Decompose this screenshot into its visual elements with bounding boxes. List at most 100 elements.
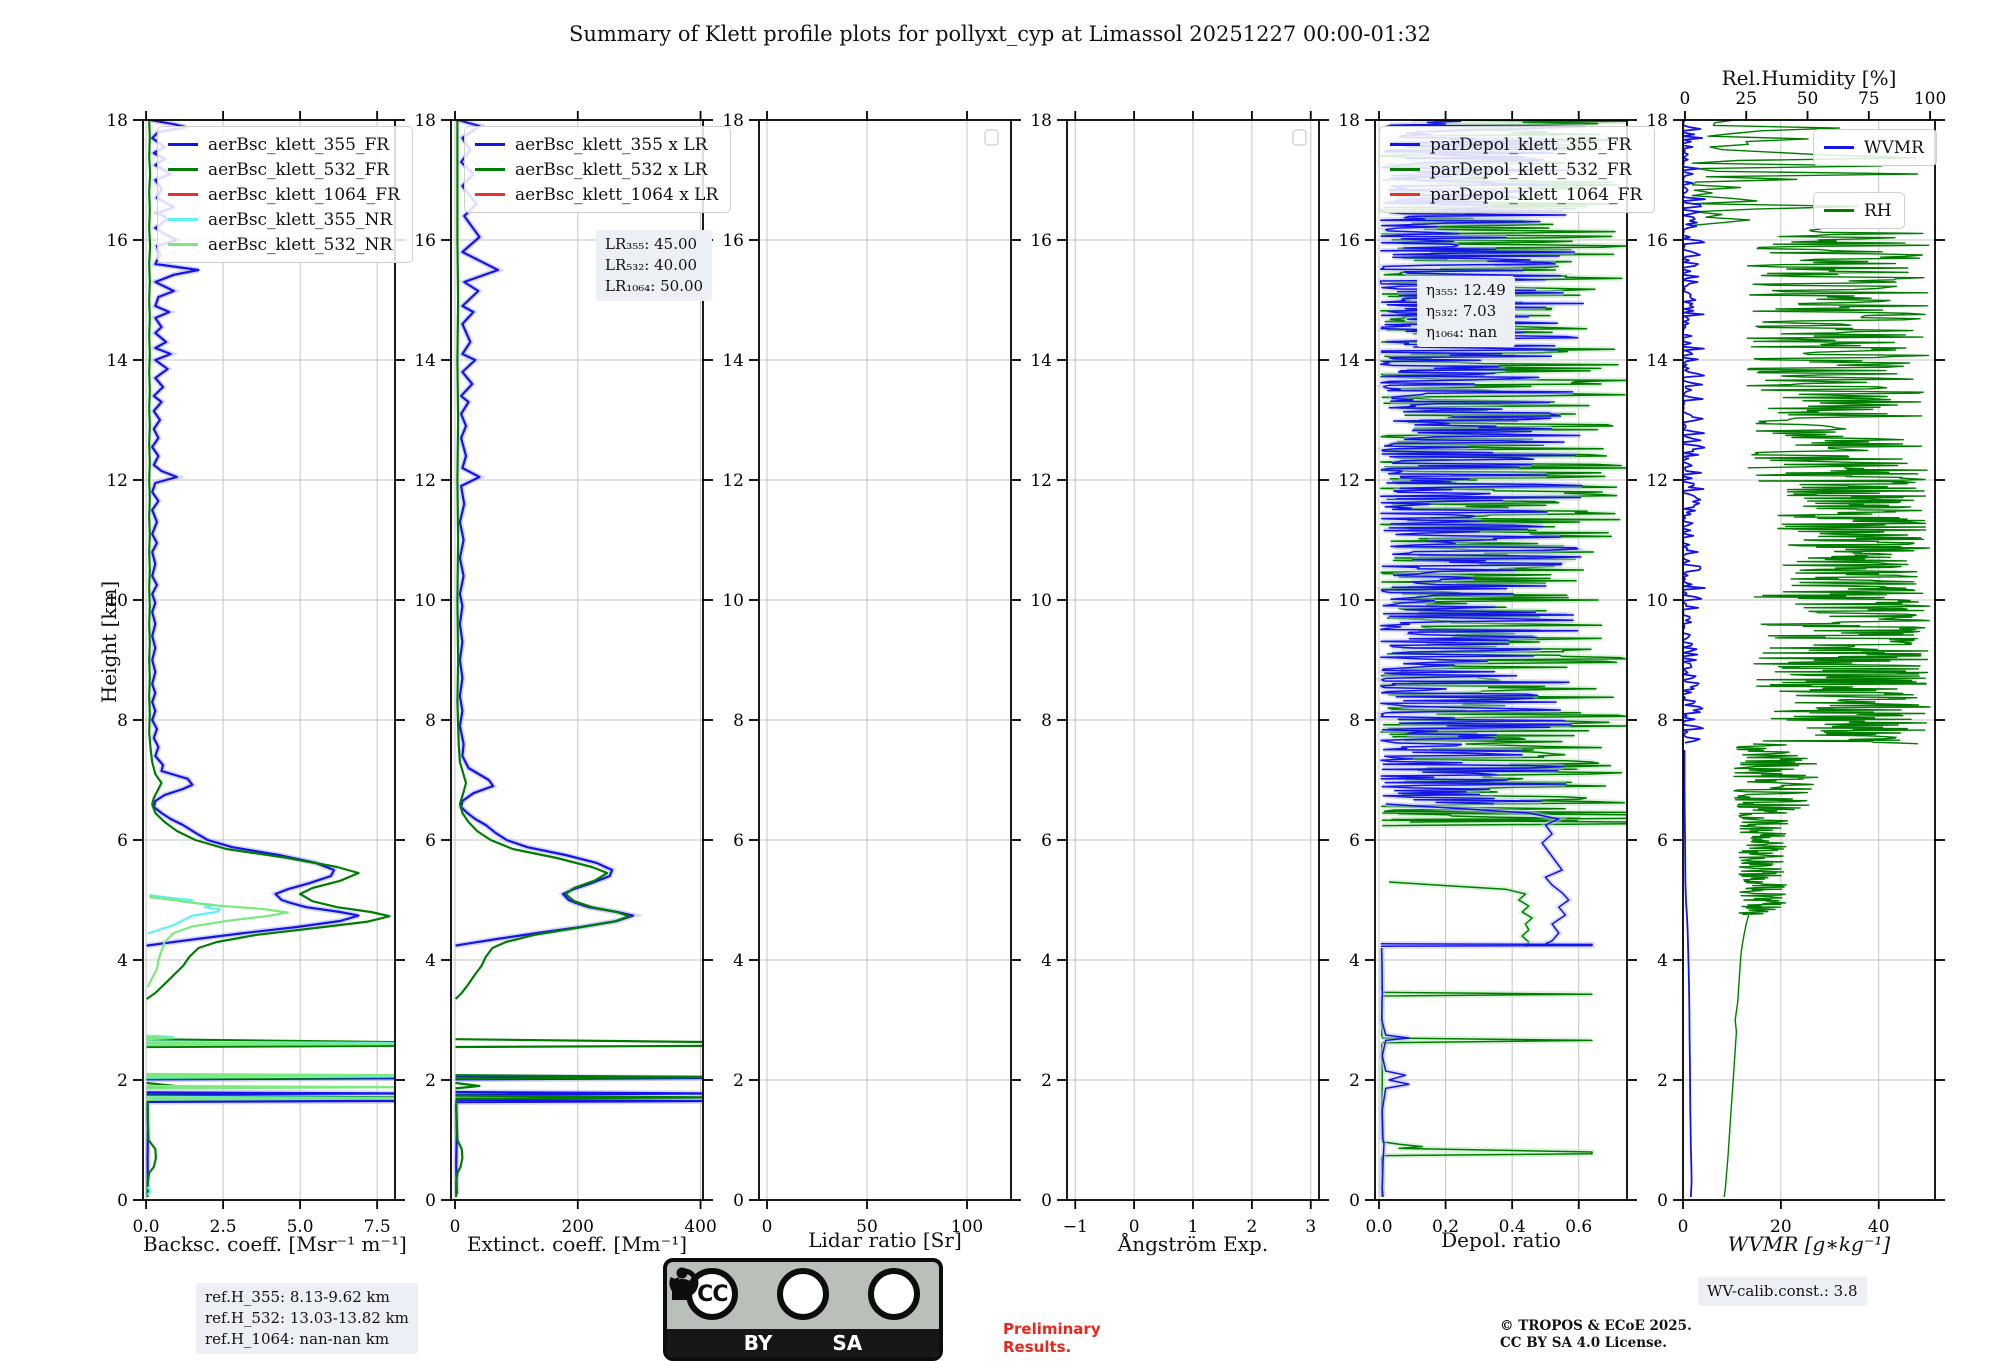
ytick-label: 10 [1338,591,1360,611]
ytick-label: 4 [733,951,744,971]
ytick-label: 18 [1030,111,1052,131]
ytick-label: 10 [414,591,436,611]
ytick-label: 8 [1349,711,1360,731]
legend-item: aerBsc_klett_532 x LR [475,157,718,182]
top-xtick-label: 25 [1735,89,1757,109]
copyright-line2: CC BY SA 4.0 License. [1500,1335,1692,1352]
series-RH [1747,228,1929,468]
ytick-label: 14 [1646,351,1668,371]
legend-item: aerBsc_klett_532_NR [168,232,400,257]
ytick-label: 2 [425,1071,436,1091]
xlabel-wvmr: WVMR [g∗kg⁻¹] [1683,1232,1935,1256]
cc-by-sa-badge: CC BY SA [663,1258,943,1361]
ytick-label: 16 [722,231,744,251]
ytick-label: 14 [414,351,436,371]
legend-label: aerBsc_klett_1064 x LR [515,185,718,205]
share-alike-icon [868,1268,920,1320]
annotation-line: WV-calib.const.: 3.8 [1707,1281,1858,1302]
legend-line-swatch [168,143,198,146]
ytick-label: 14 [106,351,128,371]
legend-item: aerBsc_klett_1064_FR [168,182,400,207]
legend-item: aerBsc_klett_355_NR [168,207,400,232]
ytick-label: 8 [1041,711,1052,731]
ytick-label: 14 [1338,351,1360,371]
annotation-line: LR₁₀₆₄: 50.00 [605,276,703,297]
legend-item: parDepol_klett_532_FR [1390,157,1642,182]
ytick-label: 14 [722,351,744,371]
annotation-line: ref.H_1064: nan-nan km [205,1329,409,1350]
ytick-label: 2 [733,1071,744,1091]
ytick-label: 2 [1349,1071,1360,1091]
ytick-label: 4 [1657,951,1668,971]
ytick-label: 6 [117,831,128,851]
series-aerBsc_klett_532_NR [147,1074,402,1076]
ytick-label: 2 [117,1071,128,1091]
legend-line-swatch [1824,146,1854,149]
cc-badge-icons: CC [667,1266,939,1322]
series-aerBsc_klett_355_FR [147,1092,402,1094]
annotation-line: η₃₅₅: 12.49 [1426,280,1506,301]
legend-line-swatch [475,193,505,196]
empty-legend-box [985,130,998,145]
ytick-label: 0 [425,1191,436,1211]
legend-wvmr: WVMR [1813,129,1937,166]
series-WVMR [1683,120,1705,743]
series-aerBsc_klett_532_NR [147,1097,402,1099]
ytick-label: 14 [1030,351,1052,371]
series-aerBsc_klett_532_NR [147,1043,402,1045]
top-xtick-label: 50 [1797,89,1819,109]
attribution-person-icon [777,1268,829,1320]
top-xtick-label: 0 [1680,89,1691,109]
legend-label: RH [1864,201,1892,221]
cc-logo-text: CC [697,1282,727,1307]
ytick-label: 16 [414,231,436,251]
legend-item: aerBsc_klett_532_FR [168,157,400,182]
legend-line-swatch [168,243,198,246]
series-aerBsc_klett_532_x_LR [456,1083,480,1088]
ytick-label: 18 [414,111,436,131]
ytick-label: 0 [733,1191,744,1211]
legend-line-swatch [1390,143,1420,146]
ytick-label: 4 [117,951,128,971]
top-xtick-label: 75 [1858,89,1880,109]
page-title: Summary of Klett profile plots for polly… [0,22,2000,46]
xlabel-depol: Depol. ratio [1375,1228,1627,1252]
legend-label: aerBsc_klett_1064_FR [208,185,400,205]
legend-item: parDepol_klett_1064_FR [1390,182,1642,207]
legend-label: aerBsc_klett_355_FR [208,135,389,155]
cc-sa-text: SA [832,1331,862,1355]
legend-item: WVMR [1824,135,1924,160]
ytick-label: 0 [1349,1191,1360,1211]
legend-line-swatch [168,218,198,221]
ytick-label: 16 [1030,231,1052,251]
ytick-label: 4 [1349,951,1360,971]
legend-label: aerBsc_klett_532 x LR [515,160,707,180]
empty-legend-box [1293,130,1306,145]
series-aerBsc_klett_532_NR [147,1086,402,1088]
copyright-line1: © TROPOS & ECoE 2025. [1500,1318,1692,1335]
ytick-label: 12 [722,471,744,491]
legend-line-swatch [1390,193,1420,196]
annotation-line: LR₃₅₅: 45.00 [605,234,703,255]
ytick-label: 12 [1030,471,1052,491]
ytick-label: 16 [1338,231,1360,251]
ytick-label: 0 [117,1191,128,1211]
preliminary-line2: Results. [1003,1338,1101,1356]
annotation-line: η₁₀₆₄: nan [1426,322,1506,343]
series-aerBsc_klett_532_NR [147,1037,174,1039]
legend-label: parDepol_klett_532_FR [1430,160,1631,180]
xlabel-angstroem: Ångström Exp. [1067,1232,1319,1256]
legend-label: aerBsc_klett_355 x LR [515,135,707,155]
legend-item: aerBsc_klett_355 x LR [475,132,718,157]
ytick-label: 8 [425,711,436,731]
cc-by-text: BY [744,1331,773,1355]
legend-line-swatch [168,168,198,171]
legend-extinction: aerBsc_klett_355 x LR aerBsc_klett_532 x … [464,126,731,213]
ytick-label: 4 [425,951,436,971]
